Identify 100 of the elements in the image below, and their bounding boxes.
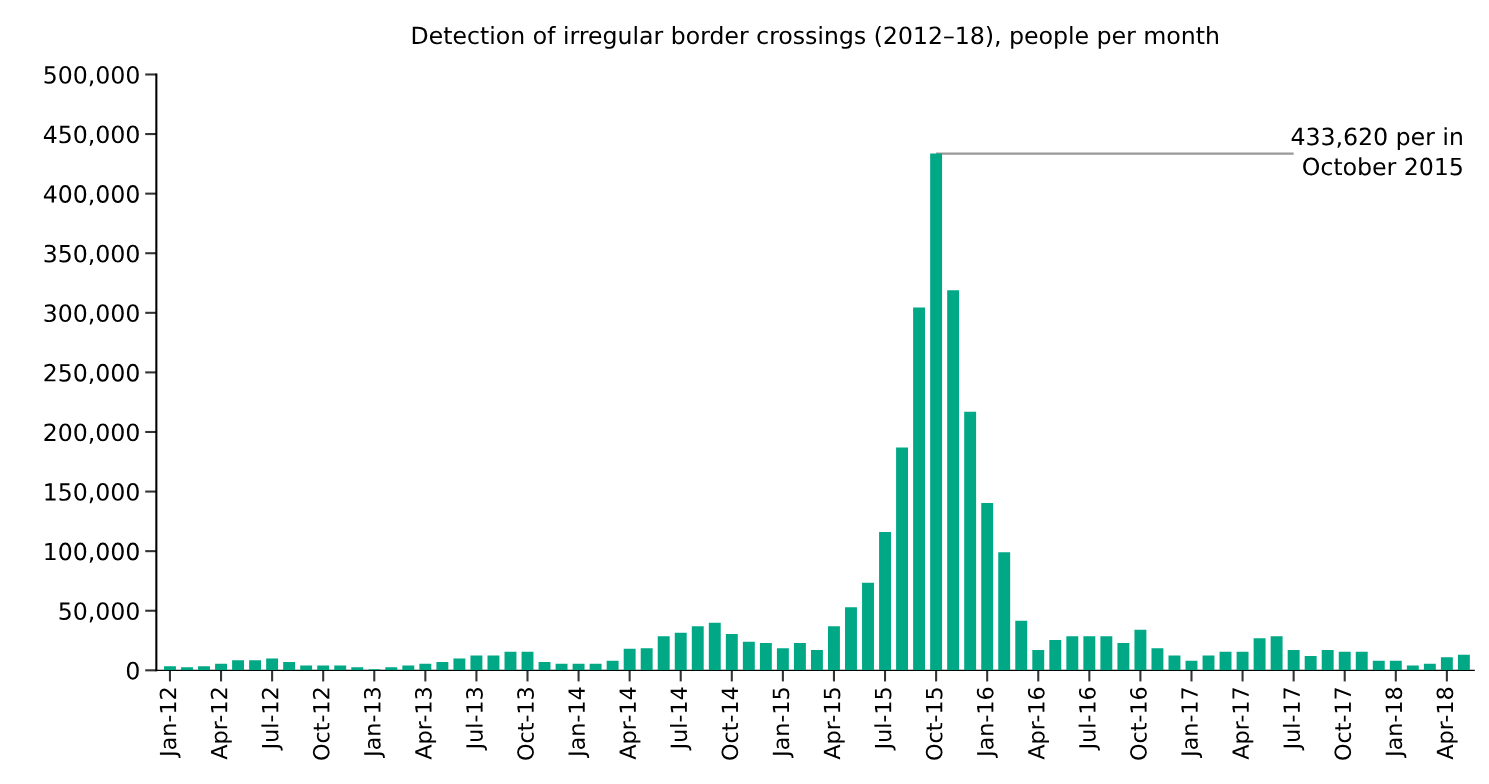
bar	[947, 290, 960, 671]
bar	[266, 658, 279, 671]
x-tick-label: Jan-15	[772, 688, 794, 758]
bar	[1287, 650, 1300, 671]
bar	[759, 642, 772, 671]
bar	[1168, 655, 1181, 671]
bar	[1100, 636, 1113, 671]
y-tick-label: 200,000	[44, 423, 139, 444]
x-tick-label: Oct-15	[925, 688, 943, 760]
y-tick-label: 500,000	[44, 65, 139, 87]
bar	[589, 663, 602, 671]
bar	[1253, 638, 1266, 671]
bar	[725, 633, 738, 671]
bar	[1440, 657, 1453, 671]
annotation: 433,620 per in October 2015	[1291, 127, 1462, 176]
bar	[1151, 648, 1164, 671]
x-tick-label: Apr-15	[823, 688, 845, 760]
chart-title: Detection of irregular border crossings (2012–18), people per month	[412, 25, 1218, 49]
bar	[198, 666, 210, 671]
bar	[283, 661, 296, 671]
y-tick-label: 50,000	[59, 602, 139, 623]
x-tick-label: Oct-14	[721, 687, 739, 760]
x-tick-label: Apr-14	[619, 687, 641, 760]
x-tick-label: Oct-13	[517, 688, 534, 760]
bar	[504, 651, 517, 671]
x-tick-label: Jan-13	[363, 688, 385, 758]
bar	[657, 636, 670, 671]
y-tick-label: 450,000	[43, 125, 139, 146]
x-tick-label: Jan-12	[159, 688, 181, 758]
x-tick-label: Jul-16	[1078, 687, 1100, 751]
bar	[981, 502, 994, 671]
x-tick-label: Oct-17	[1334, 688, 1352, 760]
bar	[249, 660, 262, 671]
bar	[1032, 650, 1045, 671]
bar	[1083, 636, 1096, 671]
bar	[776, 648, 789, 671]
bar	[674, 632, 687, 671]
bar	[810, 650, 823, 671]
x-tick-label: Jan-18	[1385, 687, 1407, 758]
x-tick-label: Oct-12	[312, 688, 330, 760]
bar	[487, 655, 500, 671]
bar	[862, 582, 874, 671]
x-tick-label: Apr-12	[210, 688, 232, 760]
x-tick-label: Jan-16	[976, 687, 998, 758]
bar	[1049, 639, 1062, 671]
bar	[215, 663, 227, 671]
y-tick-label: 300,000	[44, 304, 139, 325]
bar	[879, 532, 891, 671]
bar	[351, 667, 364, 671]
bar	[1423, 663, 1436, 671]
bar	[436, 661, 449, 671]
bar	[1066, 636, 1079, 671]
bar	[742, 641, 755, 671]
bar	[1202, 655, 1215, 671]
x-tick-label: Apr-13	[414, 688, 437, 760]
bar	[606, 660, 619, 671]
x-tick-label: Apr-17	[1232, 688, 1254, 760]
x-tick-label: Jul-15	[874, 688, 896, 751]
x-tick-label: Jul-14	[669, 687, 692, 751]
bar	[1304, 656, 1317, 671]
x-tick-label: Apr-18	[1436, 687, 1458, 760]
bar	[453, 658, 466, 671]
bar	[623, 648, 636, 671]
x-tick-label: Jul-13	[465, 688, 487, 751]
bar	[164, 666, 176, 671]
x-tick-label: Jan-17	[1181, 688, 1203, 758]
bar	[640, 648, 653, 671]
bar	[913, 307, 926, 671]
bar	[1236, 651, 1249, 671]
bar	[708, 622, 721, 671]
bar	[1219, 651, 1232, 671]
bar	[1355, 651, 1368, 671]
x-tick-label: Apr-16	[1027, 687, 1050, 760]
x-tick-label: Oct-16	[1130, 687, 1147, 760]
bar	[1015, 620, 1028, 671]
bar	[964, 411, 977, 671]
bar	[521, 651, 534, 671]
bar	[1338, 651, 1351, 671]
bar	[793, 642, 806, 671]
bar	[419, 663, 432, 671]
bar	[1389, 660, 1402, 671]
bar	[1457, 654, 1470, 671]
bar	[181, 667, 193, 671]
bar	[828, 626, 840, 671]
bar	[385, 667, 398, 671]
bar	[1134, 629, 1147, 671]
bar	[1372, 660, 1385, 671]
bar	[1321, 650, 1334, 671]
y-tick-label: 0	[126, 661, 139, 680]
x-tick-label: Jul-12	[261, 688, 283, 751]
bar	[930, 153, 943, 671]
x-tick-label: Jan-14	[568, 687, 590, 758]
bar	[572, 663, 585, 671]
y-tick-label: 350,000	[44, 244, 139, 265]
bar	[998, 552, 1011, 671]
y-tick-label: 150,000	[45, 483, 139, 504]
y-tick-label: 250,000	[44, 363, 139, 385]
y-tick-label: 100,000	[45, 542, 139, 563]
bar	[691, 626, 704, 671]
bar	[1117, 642, 1130, 671]
